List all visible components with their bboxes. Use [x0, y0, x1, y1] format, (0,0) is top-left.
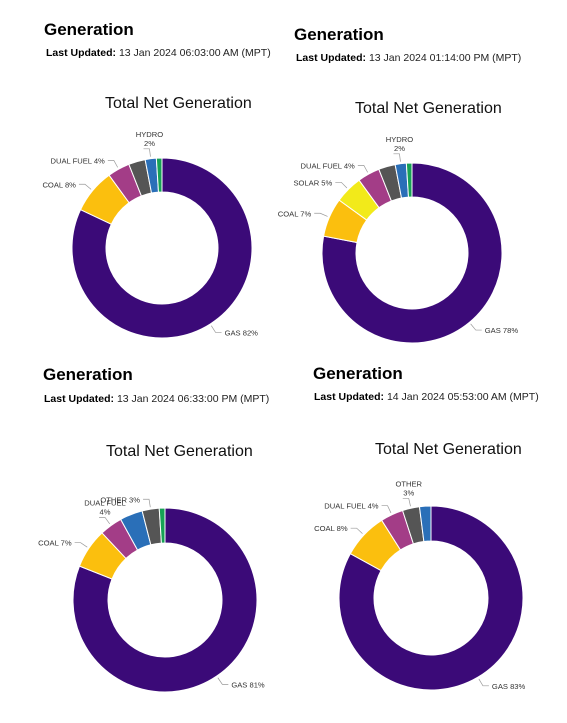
last-updated: Last Updated: 13 Jan 2024 06:03:00 AM (M…: [46, 47, 271, 59]
label-leader-gas: [478, 678, 489, 687]
label-leader-solar: [335, 181, 348, 189]
label-leader-coal: [350, 527, 363, 534]
chart-title: Total Net Generation: [105, 95, 252, 112]
label-leader-hydro: [143, 148, 151, 157]
slice-wind: [158, 507, 166, 544]
donut-chart: GAS 78% COAL 7% SOLAR 5% DUAL FUEL 4% HYDRO 2…: [278, 135, 519, 344]
donut-chart: GAS 82% COAL 8% DUAL FUEL 4% HYDRO 2%: [42, 130, 259, 339]
last-updated-label: Last Updated:: [296, 52, 367, 64]
last-updated-value: 14 Jan 2024 05:53:00 AM (MPT): [386, 391, 539, 403]
label-leader-coal: [78, 183, 92, 190]
data-label-dual-fuel: DUAL FUEL 4%: [324, 502, 379, 511]
label-leader-gas: [470, 323, 482, 331]
last-updated: Last Updated: 14 Jan 2024 05:53:00 AM (M…: [314, 391, 539, 403]
label-leader-coal: [314, 212, 328, 217]
data-label-hydro: HYDRO 2%: [386, 135, 414, 153]
label-leader-gas: [217, 677, 229, 685]
last-updated-value: 13 Jan 2024 01:14:00 PM (MPT): [368, 52, 522, 64]
last-updated: Last Updated: 13 Jan 2024 01:14:00 PM (M…: [296, 52, 521, 64]
last-updated-label: Last Updated:: [46, 47, 117, 59]
slice-hydro: [418, 505, 432, 543]
data-label-other: OTHER 3%: [395, 479, 422, 497]
data-label-coal: COAL 7%: [278, 209, 312, 218]
last-updated-label: Last Updated:: [314, 391, 385, 403]
slice-gas: [72, 507, 258, 693]
chart-title: Total Net Generation: [106, 443, 253, 460]
data-label-dual-fuel: DUAL FUEL 4%: [51, 156, 106, 165]
data-label-solar: SOLAR 5%: [293, 178, 332, 187]
data-label-dual-fuel: DUAL FUEL 4%: [301, 161, 356, 170]
label-leader-gas: [211, 325, 222, 333]
label-leader-other: [143, 498, 151, 508]
data-label-hydro: HYDRO 2%: [136, 130, 164, 148]
panel-heading: Generation: [313, 364, 403, 383]
donut-chart: GAS 81% COAL 7% DUAL FUEL 4%OTHER 3%: [38, 495, 265, 693]
panel-heading: Generation: [294, 25, 384, 44]
slice-wind: [405, 162, 413, 198]
data-label-gas: GAS 83%: [492, 682, 526, 691]
panel-heading: Generation: [43, 365, 133, 384]
panel-heading: Generation: [44, 20, 134, 39]
last-updated: Last Updated: 13 Jan 2024 06:33:00 PM (M…: [44, 393, 269, 405]
last-updated-value: 13 Jan 2024 06:33:00 PM (MPT): [116, 393, 270, 405]
label-leader-dual-fuel: [357, 165, 368, 173]
label-leader-dual-fuel: [99, 517, 111, 525]
last-updated-value: 13 Jan 2024 06:03:00 AM (MPT): [118, 47, 271, 59]
slice-gas: [321, 162, 503, 344]
data-label-coal: COAL 8%: [42, 180, 76, 189]
slice-gas: [338, 505, 524, 691]
data-label-gas: GAS 81%: [231, 680, 265, 689]
data-label-dual-fuel: DUAL FUEL 4%: [84, 498, 126, 516]
slice-gas: [71, 157, 253, 339]
data-label-other: OTHER 3%: [100, 495, 140, 504]
data-label-coal: COAL 7%: [38, 539, 72, 548]
chart-title: Total Net Generation: [375, 441, 522, 458]
label-leader-coal: [74, 542, 88, 548]
data-label-gas: GAS 82%: [225, 328, 259, 337]
label-leader-dual-fuel: [107, 160, 118, 168]
label-leader-dual-fuel: [381, 505, 392, 514]
label-leader-other: [402, 498, 411, 507]
last-updated-label: Last Updated:: [44, 393, 115, 405]
data-label-gas: GAS 78%: [485, 326, 519, 335]
slice-wind: [155, 157, 163, 193]
label-leader-hydro: [393, 153, 401, 162]
chart-title: Total Net Generation: [355, 100, 502, 117]
data-label-coal: COAL 8%: [314, 524, 348, 533]
